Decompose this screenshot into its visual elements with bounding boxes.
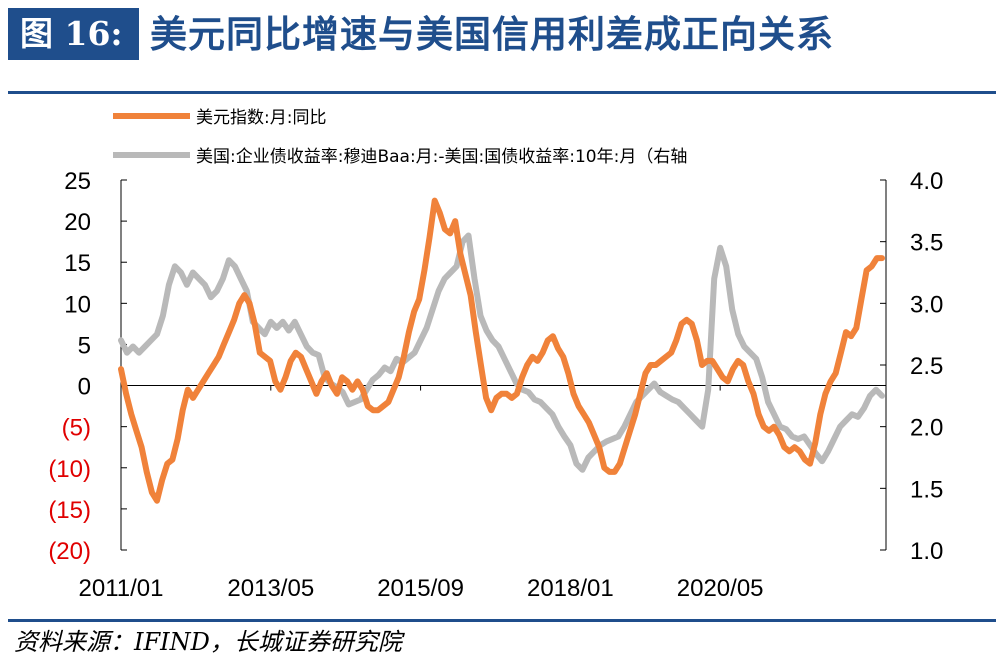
left-tick-label: 5 xyxy=(78,332,91,359)
source-note: 资料来源：IFIND，长城证券研究院 xyxy=(14,628,402,656)
series-line-credit-spread xyxy=(118,232,885,473)
legend-label-credit-spread: 美国:企业债收益率:穆迪Baa:月:-美国:国债收益率:10年:月（右轴 xyxy=(196,147,687,167)
right-tick-label: 1.5 xyxy=(910,476,943,503)
legend-label-usd-index: 美元指数:月:同比 xyxy=(196,108,326,128)
figure-number-label: 图 16: xyxy=(8,8,139,60)
bottom-rule-divider xyxy=(8,619,996,622)
left-tick-label: 10 xyxy=(64,291,91,318)
left-tick-label: (20) xyxy=(48,538,91,565)
right-tick-label: 1.0 xyxy=(910,538,943,565)
x-tick-label: 2020/05 xyxy=(677,575,764,602)
top-rule-divider xyxy=(8,91,996,94)
chart-tick-labels: 25 20 15 10 5 0 (5) (10) (15) (20) 4.0 3.5 3.0 2.5 2.0… xyxy=(48,168,943,602)
x-tick-label: 2013/05 xyxy=(227,575,314,602)
left-tick-label: 25 xyxy=(64,168,91,195)
chart-legend: 美元指数:月:同比 美国:企业债收益率:穆迪Baa:月:-美国:国债收益率:10… xyxy=(113,108,687,167)
left-tick-label: (5) xyxy=(62,415,91,442)
left-tick-label: (15) xyxy=(48,497,91,524)
x-tick-label: 2011/01 xyxy=(79,575,164,602)
chart-axes xyxy=(120,179,887,551)
x-tick-label: 2018/01 xyxy=(527,575,614,602)
right-tick-label: 3.0 xyxy=(910,291,943,318)
x-tick-label: 2015/09 xyxy=(377,575,464,602)
line-chart: 美元指数:月:同比 美国:企业债收益率:穆迪Baa:月:-美国:国债收益率:10… xyxy=(48,108,943,602)
left-tick-label: 20 xyxy=(64,209,91,236)
right-tick-label: 3.5 xyxy=(910,230,943,257)
figure-title: 美元同比增速与美国信用利差成正向关系 xyxy=(150,12,834,56)
series-line-usd-index xyxy=(118,197,885,504)
right-tick-label: 2.0 xyxy=(910,415,943,442)
right-tick-label: 4.0 xyxy=(910,168,943,195)
left-tick-label: 15 xyxy=(64,250,91,277)
chart-series-lines xyxy=(118,197,885,504)
right-tick-label: 2.5 xyxy=(910,353,943,380)
left-tick-label: (10) xyxy=(48,456,91,483)
left-tick-label: 0 xyxy=(78,374,91,401)
